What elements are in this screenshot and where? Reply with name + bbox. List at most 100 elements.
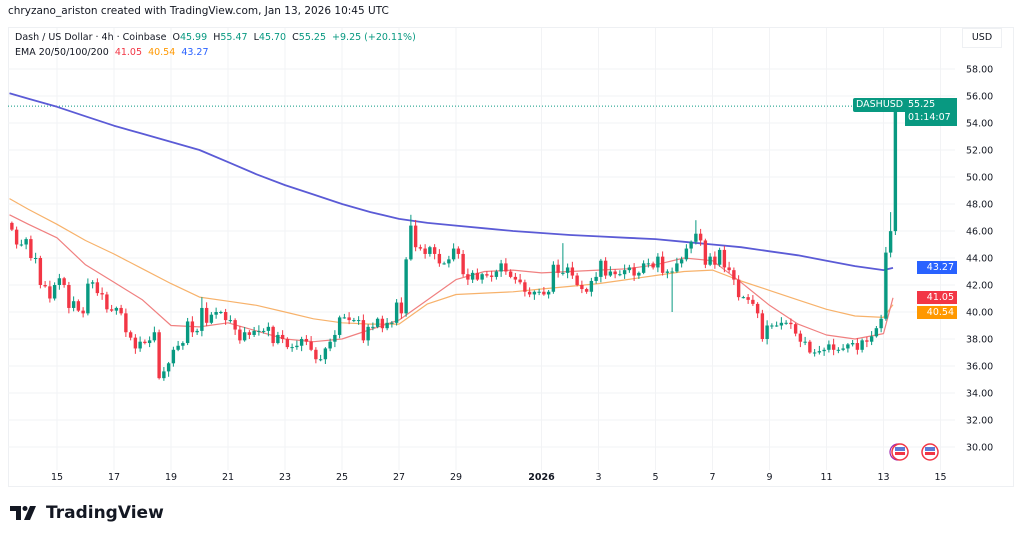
candle[interactable] (38, 255, 43, 289)
candle[interactable] (309, 336, 313, 352)
candle[interactable] (247, 330, 252, 339)
candle[interactable] (390, 321, 394, 328)
candle[interactable] (603, 257, 608, 279)
candle[interactable] (656, 253, 660, 273)
candle[interactable] (489, 270, 494, 282)
candle[interactable] (100, 287, 104, 300)
candle[interactable] (784, 320, 788, 325)
candle[interactable] (679, 256, 684, 268)
candle[interactable] (295, 340, 299, 350)
candle[interactable] (466, 268, 470, 285)
candle[interactable] (741, 295, 746, 299)
candle[interactable] (323, 347, 328, 364)
candle[interactable] (727, 261, 731, 273)
candle[interactable] (812, 349, 817, 357)
candle[interactable] (304, 335, 309, 346)
candle[interactable] (765, 320, 769, 345)
candle[interactable] (817, 345, 822, 355)
candle[interactable] (399, 297, 404, 319)
candle[interactable] (10, 221, 14, 231)
candle[interactable] (504, 258, 508, 275)
candle[interactable] (423, 244, 427, 259)
candle[interactable] (855, 338, 860, 355)
candle[interactable] (162, 367, 166, 381)
candle[interactable] (233, 318, 237, 335)
candle[interactable] (584, 287, 589, 294)
candle[interactable] (565, 263, 570, 279)
candle[interactable] (660, 251, 665, 276)
candle[interactable] (499, 259, 503, 277)
candle[interactable] (689, 240, 693, 254)
candle[interactable] (846, 343, 850, 353)
candle[interactable] (299, 336, 304, 352)
candle[interactable] (893, 103, 898, 236)
candle[interactable] (109, 304, 114, 312)
candle[interactable] (418, 244, 423, 251)
candle[interactable] (708, 253, 712, 267)
candle[interactable] (874, 325, 879, 338)
candle[interactable] (314, 347, 318, 364)
candle[interactable] (371, 322, 375, 331)
candle[interactable] (204, 302, 209, 327)
candle[interactable] (171, 346, 176, 367)
candle[interactable] (276, 331, 280, 345)
candle[interactable] (342, 313, 347, 319)
candle[interactable] (119, 304, 123, 316)
candle[interactable] (869, 331, 874, 346)
candle[interactable] (385, 318, 389, 331)
candle[interactable] (71, 296, 76, 312)
candle[interactable] (808, 339, 812, 354)
candle[interactable] (290, 343, 294, 352)
candle[interactable] (532, 290, 537, 300)
candle[interactable] (261, 328, 266, 334)
candle[interactable] (138, 336, 142, 352)
candle[interactable] (90, 280, 95, 289)
candle[interactable] (328, 338, 332, 352)
candle[interactable] (366, 324, 370, 346)
candle[interactable] (651, 261, 655, 270)
candle[interactable] (494, 269, 499, 280)
candle[interactable] (613, 269, 617, 279)
candle[interactable] (717, 247, 722, 267)
candle[interactable] (836, 347, 841, 354)
candle[interactable] (523, 279, 527, 297)
candle[interactable] (143, 339, 147, 345)
candle[interactable] (352, 317, 356, 323)
us-economic-event-icon[interactable] (921, 443, 939, 461)
candle[interactable] (774, 321, 779, 327)
candle[interactable] (380, 315, 385, 333)
candle[interactable] (637, 271, 641, 279)
candle[interactable] (803, 336, 807, 346)
candle[interactable] (888, 212, 893, 258)
candle[interactable] (798, 330, 803, 348)
candle[interactable] (133, 334, 138, 354)
candle[interactable] (665, 269, 670, 279)
candle[interactable] (860, 338, 864, 353)
candle[interactable] (181, 341, 185, 350)
candle[interactable] (190, 316, 195, 337)
candle[interactable] (185, 317, 190, 346)
candle[interactable] (694, 220, 698, 245)
candle[interactable] (76, 299, 81, 312)
candle[interactable] (822, 347, 826, 356)
candle[interactable] (81, 307, 85, 318)
candle[interactable] (732, 267, 736, 285)
candle[interactable] (670, 267, 674, 312)
candle[interactable] (86, 278, 90, 316)
candle[interactable] (333, 330, 337, 348)
ema-label[interactable]: EMA 20/50/100/200 (15, 47, 109, 58)
candle[interactable] (527, 287, 532, 298)
candle[interactable] (52, 282, 57, 301)
candle[interactable] (684, 244, 689, 262)
candle[interactable] (599, 258, 603, 283)
candle[interactable] (361, 314, 366, 344)
candle[interactable] (223, 308, 228, 325)
candle[interactable] (746, 294, 750, 304)
candle[interactable] (556, 259, 560, 278)
candle[interactable] (152, 326, 157, 343)
candle[interactable] (128, 330, 133, 341)
candle[interactable] (736, 275, 741, 301)
candle[interactable] (508, 269, 513, 279)
candle[interactable] (43, 281, 47, 288)
candle[interactable] (884, 246, 888, 321)
